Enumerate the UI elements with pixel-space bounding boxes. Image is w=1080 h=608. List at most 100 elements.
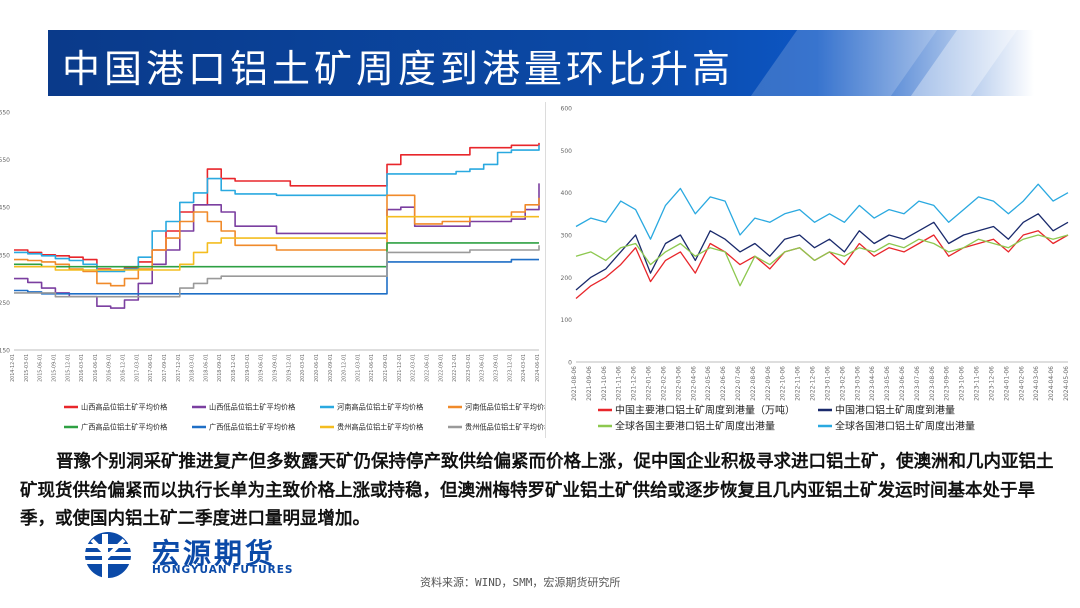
x-tick-label: 2022-07-06 (735, 366, 742, 401)
legend-label: 山西低品位铝土矿平均价格 (209, 403, 296, 412)
legend-label: 河南高品位铝土矿平均价格 (337, 403, 424, 412)
x-tick-label: 2023-06-06 (899, 366, 906, 401)
logo-text-cn: 宏源期货 (152, 537, 277, 570)
legend-label: 广西低品位铝土矿平均价格 (209, 423, 296, 432)
legend-label: 贵州低品位铝土矿平均价格 (465, 423, 545, 432)
x-tick-label: 2018-03-01 (190, 354, 196, 382)
x-tick-label: 2022-12-01 (452, 354, 458, 382)
x-tick-label: 2018-06-01 (203, 354, 209, 382)
x-tick-label: 2022-02-06 (660, 366, 667, 401)
y-tick-label: 250 (0, 300, 10, 307)
x-tick-label: 2023-11-06 (974, 366, 981, 401)
x-tick-label: 2023-01-06 (824, 366, 831, 401)
x-tick-label: 2015-03-01 (24, 354, 30, 382)
series-line-1-2 (575, 234, 1069, 287)
x-tick-label: 2019-03-01 (245, 354, 251, 382)
logo-globe-icon (76, 532, 140, 578)
x-tick-label: 2018-12-01 (231, 354, 237, 382)
y-tick-label: 0 (568, 360, 572, 367)
x-tick-label: 2023-09-06 (944, 366, 951, 401)
x-tick-label: 2020-06-01 (314, 354, 320, 382)
x-tick-label: 2021-10-06 (601, 366, 608, 401)
series-line-0-6 (14, 215, 539, 271)
x-tick-label: 2021-12-06 (631, 366, 638, 401)
x-tick-label: 2019-06-01 (259, 354, 265, 382)
y-tick-label: 350 (0, 252, 10, 259)
x-tick-label: 2022-09-01 (438, 354, 444, 382)
x-tick-label: 2023-02-06 (839, 366, 846, 401)
x-tick-label: 2021-09-01 (383, 354, 389, 382)
series-line-0-5 (14, 258, 539, 295)
analysis-text: 晋豫个别洞采矿推进复产但多数露天矿仍保持停产致供给偏紧而价格上涨，促中国企业积极… (20, 452, 1054, 529)
logo-text-en: HONGYUAN FUTURES (152, 564, 294, 576)
source-note: 资料来源：WIND，SMM，宏源期货研究所 (420, 576, 621, 589)
x-tick-label: 2016-03-01 (79, 354, 85, 382)
x-tick-label: 2017-09-01 (162, 354, 168, 382)
x-tick-label: 2024-03-06 (1033, 366, 1040, 401)
x-tick-label: 2022-01-06 (646, 366, 653, 401)
y-tick-label: 400 (561, 190, 573, 197)
legend-label: 河南低品位铝土矿平均价格 (465, 403, 545, 412)
company-logo: 宏源期货 HONGYUAN FUTURES (72, 530, 332, 580)
x-tick-label: 2023-08-06 (929, 366, 936, 401)
x-tick-label: 2022-03-01 (411, 354, 417, 382)
y-tick-label: 550 (0, 157, 10, 164)
x-tick-label: 2021-06-01 (369, 354, 375, 382)
x-tick-label: 2019-12-01 (286, 354, 292, 382)
x-tick-label: 2022-03-06 (675, 366, 682, 401)
page-title: 中国港口铝土矿周度到港量环比升高 (62, 47, 735, 91)
x-tick-label: 2022-12-06 (810, 366, 817, 401)
x-tick-label: 2021-11-06 (616, 366, 623, 401)
legend-label: 全球各国主要港口铝土矿周度出港量 (615, 420, 775, 433)
x-tick-label: 2024-05-06 (1063, 366, 1070, 401)
series-line-0-0 (14, 142, 540, 271)
x-tick-label: 2024-04-06 (1048, 366, 1055, 401)
x-tick-label: 2023-06-01 (480, 354, 486, 382)
x-tick-label: 2024-03-01 (521, 354, 527, 382)
x-tick-label: 2023-07-06 (914, 366, 921, 401)
y-tick-label: 650 (0, 110, 10, 117)
x-tick-label: 2022-08-06 (750, 366, 757, 401)
y-tick-label: 500 (561, 148, 573, 155)
x-tick-label: 2024-06-01 (535, 354, 541, 382)
x-tick-label: 2018-09-01 (217, 354, 223, 382)
x-tick-label: 2022-09-06 (765, 366, 772, 401)
legend-label: 贵州高品位铝土矿平均价格 (337, 423, 424, 432)
series-line-1-3 (575, 183, 1069, 240)
x-tick-label: 2022-11-06 (795, 366, 802, 401)
bauxite-arrivals-chart: 0 100 200 300 400 500 600 2021-08-06 2021-09-06 2… (545, 102, 1080, 438)
x-tick-label: 2014-12-01 (10, 354, 16, 382)
x-tick-label: 2023-05-06 (884, 366, 891, 401)
x-tick-label: 2023-12-01 (507, 354, 513, 382)
y-tick-label: 600 (561, 106, 573, 113)
y-tick-label: 100 (561, 317, 573, 324)
x-tick-label: 2023-03-06 (854, 366, 861, 401)
x-tick-label: 2020-03-01 (300, 354, 306, 382)
x-tick-label: 2020-09-01 (328, 354, 334, 382)
x-tick-label: 2024-02-06 (1018, 366, 1025, 401)
x-tick-label: 2022-06-01 (424, 354, 430, 382)
x-tick-label: 2024-01-06 (1003, 366, 1010, 401)
x-tick-label: 2015-09-01 (51, 354, 57, 382)
series-line-0-7 (14, 245, 540, 298)
legend-label: 广西高品位铝土矿平均价格 (81, 423, 168, 432)
x-tick-label: 2021-08-06 (571, 366, 578, 401)
x-tick-label: 2023-04-06 (869, 366, 876, 401)
x-tick-label: 2017-03-01 (134, 354, 140, 382)
x-tick-label: 2017-12-01 (176, 354, 182, 382)
y-tick-label: 450 (0, 205, 10, 212)
x-tick-label: 2022-06-06 (720, 366, 727, 401)
x-tick-label: 2016-06-01 (93, 354, 99, 382)
x-tick-label: 2015-12-01 (65, 354, 71, 382)
legend-label: 中国主要港口铝土矿周度到港量（万吨） (615, 404, 795, 417)
y-tick-label: 150 (0, 348, 10, 355)
x-tick-label: 2023-12-06 (988, 366, 995, 401)
x-tick-label: 2021-12-01 (397, 354, 403, 382)
y-tick-label: 200 (561, 275, 573, 282)
x-tick-label: 2023-10-06 (959, 366, 966, 401)
x-tick-label: 2016-09-01 (107, 354, 113, 382)
x-tick-label: 2016-12-01 (121, 354, 127, 382)
series-line-0-3 (14, 194, 540, 287)
x-tick-label: 2017-06-01 (148, 354, 154, 382)
x-tick-label: 2022-04-06 (690, 366, 697, 401)
